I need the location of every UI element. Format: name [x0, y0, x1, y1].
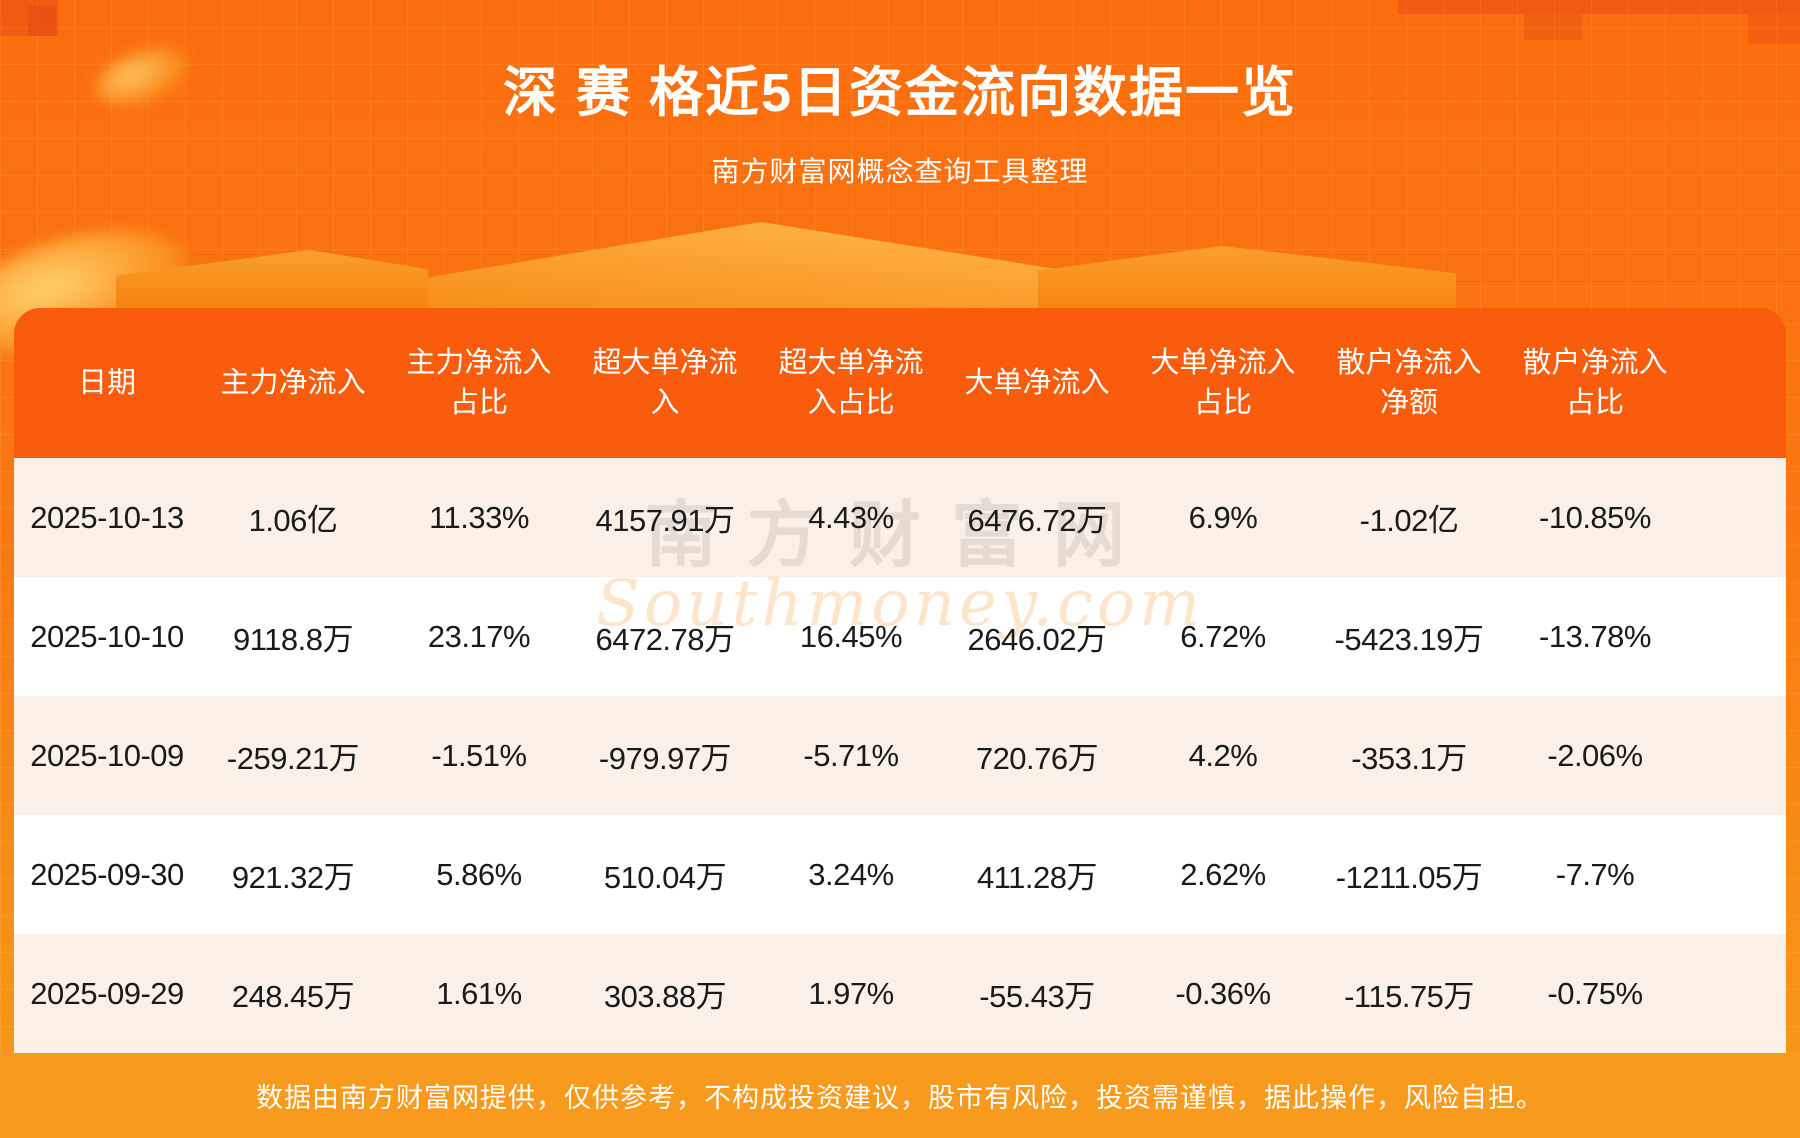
cell-retail-net-inflow-amount: -5423.19万: [1334, 622, 1484, 657]
header-line: 大单净流入: [964, 367, 1110, 399]
cell-date: 2025-10-13: [30, 499, 184, 535]
header-line: 入: [650, 387, 680, 419]
header-line: 大单净流入: [1150, 347, 1296, 379]
cell-large-net-inflow-ratio: 2.62%: [1180, 856, 1266, 892]
column-header-main-net-inflow-ratio: 主力净流入 占比: [386, 343, 572, 423]
corner-pixel-decoration: [28, 6, 56, 36]
cell-retail-net-inflow-ratio: -13.78%: [1539, 618, 1651, 654]
table-header-row: 日期 主力净流入 主力净流入 占比 超大单净流入 超大单净流 入占比 大单净流入 大…: [14, 308, 1786, 458]
cell-large-net-inflow: 411.28万: [976, 860, 1098, 895]
cell-super-large-net-inflow: 4157.91万: [595, 503, 735, 538]
cell-main-net-inflow: 9118.8万: [232, 622, 354, 657]
cell-large-net-inflow: 6476.72万: [967, 503, 1107, 538]
table-row: 2025-09-29 248.45万 1.61% 303.88万 1.97% -…: [14, 934, 1786, 1053]
cell-main-net-inflow: 1.06亿: [248, 503, 338, 538]
page-title: 深 赛 格近5日资金流向数据一览: [502, 63, 1298, 123]
footer-band: 数据由南方财富网提供，仅供参考，不构成投资建议，股市有风险，投资需谨慎，据此操作…: [0, 1053, 1800, 1138]
cell-super-large-net-inflow-ratio: -5.71%: [803, 737, 899, 773]
header-line: 超大单净流: [778, 347, 924, 379]
header-line: 散户净流入: [1522, 347, 1668, 379]
header-line: 超大单净流: [592, 347, 738, 379]
cell-large-net-inflow: 720.76万: [975, 741, 1099, 776]
cell-super-large-net-inflow-ratio: 1.97%: [808, 975, 894, 1011]
header-line: 占比: [449, 387, 508, 419]
cell-large-net-inflow-ratio: 6.9%: [1188, 499, 1258, 535]
cell-main-net-inflow: 921.32万: [231, 860, 355, 895]
cell-retail-net-inflow-ratio: -7.7%: [1555, 856, 1635, 892]
cell-retail-net-inflow-amount: -1211.05万: [1335, 860, 1483, 895]
cell-super-large-net-inflow: 510.04万: [603, 860, 727, 895]
cell-super-large-net-inflow: -979.97万: [598, 741, 732, 776]
header-line: 入占比: [807, 387, 895, 419]
cell-super-large-net-inflow: 303.88万: [603, 979, 727, 1014]
cell-super-large-net-inflow-ratio: 16.45%: [799, 618, 903, 654]
cell-retail-net-inflow-amount: -1.02亿: [1359, 503, 1459, 538]
column-header-super-large-net-inflow-ratio: 超大单净流 入占比: [758, 343, 944, 423]
cell-retail-net-inflow-ratio: -0.75%: [1547, 975, 1643, 1011]
header-line: 主力净流入: [220, 367, 366, 399]
cell-large-net-inflow-ratio: 4.2%: [1188, 737, 1258, 773]
column-header-retail-net-inflow-ratio: 散户净流入 占比: [1502, 343, 1688, 423]
cell-super-large-net-inflow: 6472.78万: [595, 622, 735, 657]
table-row: 2025-10-13 1.06亿 11.33% 4157.91万 4.43% 6…: [14, 458, 1786, 577]
cell-super-large-net-inflow-ratio: 4.43%: [808, 499, 894, 535]
cell-main-net-inflow: -259.21万: [226, 741, 360, 776]
cell-main-net-inflow-ratio: 1.61%: [436, 975, 522, 1011]
cell-main-net-inflow-ratio: 5.86%: [436, 856, 522, 892]
table-row: 2025-10-10 9118.8万 23.17% 6472.78万 16.45…: [14, 577, 1786, 696]
cell-main-net-inflow-ratio: 11.33%: [429, 499, 529, 535]
cell-main-net-inflow-ratio: -1.51%: [431, 737, 527, 773]
corner-pixel-decoration: [1398, 0, 1800, 14]
column-header-main-net-inflow: 主力净流入: [200, 363, 386, 403]
header-line: 散户净流入: [1336, 347, 1482, 379]
corner-pixel-decoration: [1524, 14, 1582, 40]
cell-main-net-inflow: 248.45万: [231, 979, 355, 1014]
corner-pixel-decoration: [1748, 14, 1800, 44]
column-header-retail-net-inflow-amount: 散户净流入 净额: [1316, 343, 1502, 423]
cell-main-net-inflow-ratio: 23.17%: [427, 618, 531, 654]
column-header-large-net-inflow: 大单净流入: [944, 363, 1130, 403]
column-header-super-large-net-inflow: 超大单净流入: [572, 343, 758, 423]
cell-date: 2025-09-30: [30, 856, 184, 892]
column-header-large-net-inflow-ratio: 大单净流入 占比: [1130, 343, 1316, 423]
header-line: 占比: [1193, 387, 1252, 419]
column-header-date: 日期: [14, 363, 200, 403]
cell-date: 2025-10-10: [30, 618, 184, 654]
cell-super-large-net-inflow-ratio: 3.24%: [808, 856, 894, 892]
podium-decoration: [352, 222, 1154, 314]
cell-date: 2025-10-09: [30, 737, 184, 773]
cell-large-net-inflow-ratio: -0.36%: [1175, 975, 1271, 1011]
corner-pixel-decoration: [0, 0, 58, 36]
cell-retail-net-inflow-amount: -353.1万: [1351, 741, 1467, 776]
table-row: 2025-10-09 -259.21万 -1.51% -979.97万 -5.7…: [14, 696, 1786, 815]
cell-retail-net-inflow-ratio: -2.06%: [1547, 737, 1643, 773]
page-subtitle: 南方财富网概念查询工具整理: [711, 156, 1089, 187]
cell-large-net-inflow: 2646.02万: [967, 622, 1107, 657]
table-row: 2025-09-30 921.32万 5.86% 510.04万 3.24% 4…: [14, 815, 1786, 934]
header-line: 主力净流入: [406, 347, 552, 379]
header-line: 日期: [77, 367, 136, 399]
disclaimer-text: 数据由南方财富网提供，仅供参考，不构成投资建议，股市有风险，投资需谨慎，据此操作…: [256, 1083, 1544, 1113]
cell-large-net-inflow-ratio: 6.72%: [1180, 618, 1266, 654]
cell-retail-net-inflow-amount: -115.75万: [1344, 979, 1474, 1014]
cell-date: 2025-09-29: [30, 975, 184, 1011]
podium-decoration: [1038, 246, 1456, 314]
header-line: 净额: [1379, 387, 1438, 419]
header-line: 占比: [1565, 387, 1624, 419]
cell-retail-net-inflow-ratio: -10.85%: [1539, 499, 1651, 535]
cell-large-net-inflow: -55.43万: [979, 979, 1095, 1014]
